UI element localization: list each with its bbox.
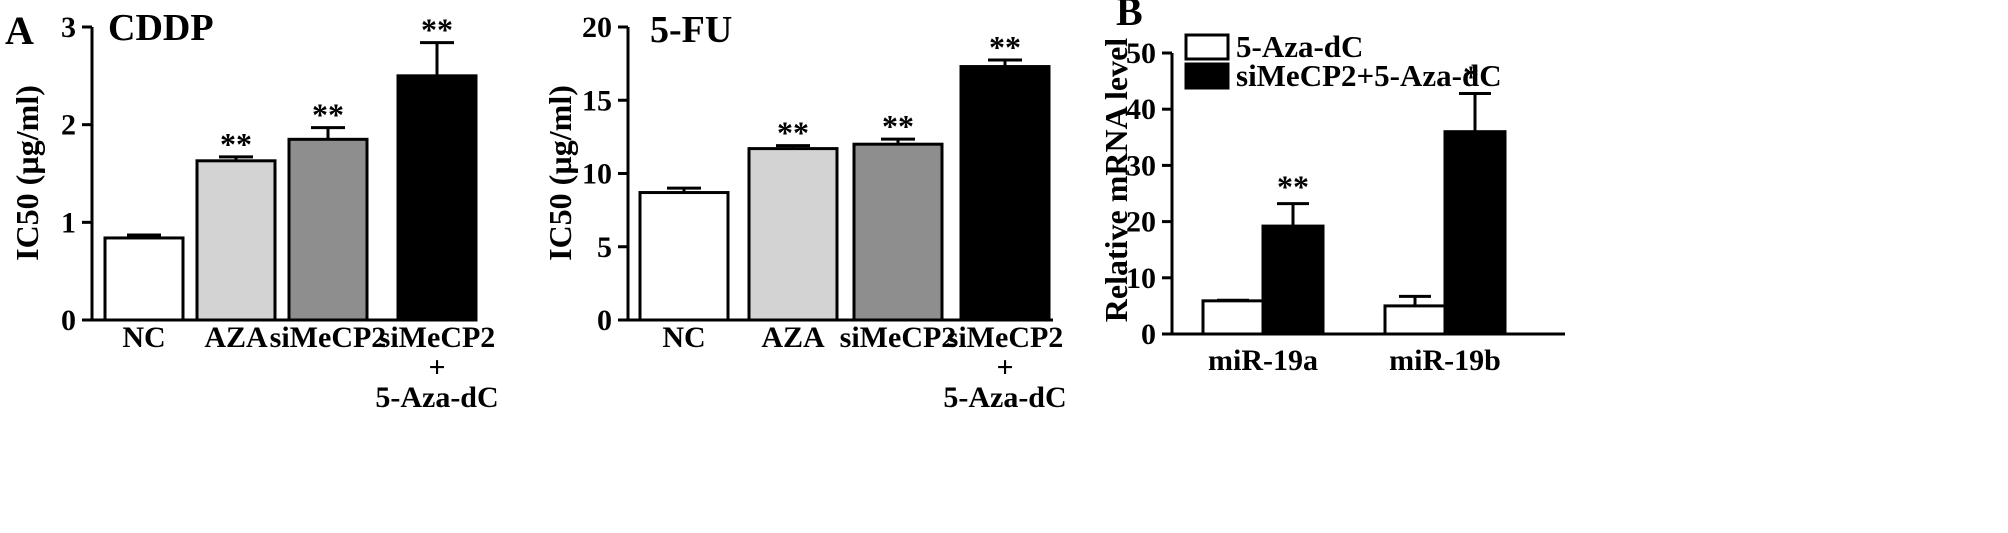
significance-marker: ** — [220, 126, 252, 162]
significance-marker: * — [1463, 58, 1479, 94]
bar — [1383, 304, 1447, 336]
x-tick-label: siMeCP2 — [379, 321, 496, 354]
y-tick-label: 0 — [61, 304, 76, 337]
bar — [852, 142, 944, 322]
y-tick-label: 2 — [61, 109, 76, 142]
y-tick-label: 20 — [1126, 206, 1156, 239]
x-tick-label: 5-Aza-dC — [375, 381, 498, 414]
x-tick-label: siMeCP2 — [270, 321, 387, 354]
bar — [638, 191, 730, 322]
y-tick-label: 10 — [1126, 262, 1156, 295]
legend-label: 5-Aza-dC — [1236, 29, 1363, 64]
legend-swatch — [1184, 62, 1230, 90]
significance-marker: ** — [312, 97, 344, 133]
y-tick-label: 50 — [1126, 37, 1156, 70]
significance-marker: ** — [777, 115, 809, 151]
legend-swatch — [1184, 33, 1230, 61]
y-tick-label: 0 — [1141, 318, 1156, 351]
y-tick-label: 3 — [61, 11, 76, 44]
x-tick-label: siMeCP2 — [840, 321, 957, 354]
chart-cddp: A CDDP 0 1 2 3 IC50 (µg/ml) NC ** AZA ** siMeCP2 ** s… — [5, 7, 499, 414]
x-tick-label: siMeCP2 — [947, 321, 1064, 354]
bar — [396, 74, 478, 322]
x-tick-label: + — [428, 351, 445, 384]
bar — [747, 147, 839, 322]
y-tick-label: 0 — [597, 304, 612, 337]
y-tick-label: 30 — [1126, 149, 1156, 182]
y-tick-label: 5 — [597, 231, 612, 264]
chart-title: CDDP — [108, 7, 214, 49]
y-axis-title: IC50 (µg/ml) — [9, 85, 45, 261]
y-tick-label: 10 — [582, 158, 612, 191]
y-tick-label: 40 — [1126, 93, 1156, 126]
y-axis-title: Relative mRNA level — [1098, 38, 1134, 322]
bar — [1443, 130, 1507, 336]
y-tick-label: 1 — [61, 206, 76, 239]
legend-label: siMeCP2+5-Aza-dC — [1236, 58, 1502, 93]
y-tick-label: 15 — [582, 84, 612, 117]
chart-5fu: 5-FU 0 5 10 15 20 IC50 (µg/ml) NC ** AZA ** siMeCP2… — [542, 9, 1067, 414]
bar — [1201, 299, 1265, 336]
panel-label: B — [1116, 0, 1143, 34]
bar — [195, 159, 277, 322]
x-tick-label: miR-19b — [1389, 344, 1501, 377]
bar — [287, 137, 369, 322]
bar — [103, 236, 185, 322]
significance-marker: ** — [1277, 169, 1309, 205]
y-axis-title: IC50 (µg/ml) — [542, 85, 578, 261]
x-tick-label: NC — [122, 321, 165, 354]
x-tick-label: AZA — [761, 321, 825, 354]
x-tick-label: AZA — [204, 321, 268, 354]
x-tick-label: NC — [662, 321, 705, 354]
x-tick-label: 5-Aza-dC — [943, 381, 1066, 414]
significance-marker: ** — [421, 12, 453, 48]
bar — [959, 65, 1051, 322]
significance-marker: ** — [882, 108, 914, 144]
panel-label: A — [5, 8, 34, 53]
bar — [1261, 224, 1325, 336]
x-tick-label: + — [996, 351, 1013, 384]
significance-marker: ** — [989, 29, 1021, 65]
x-tick-label: miR-19a — [1208, 344, 1318, 377]
y-tick-label: 20 — [582, 11, 612, 44]
chart-title: 5-FU — [650, 9, 732, 51]
